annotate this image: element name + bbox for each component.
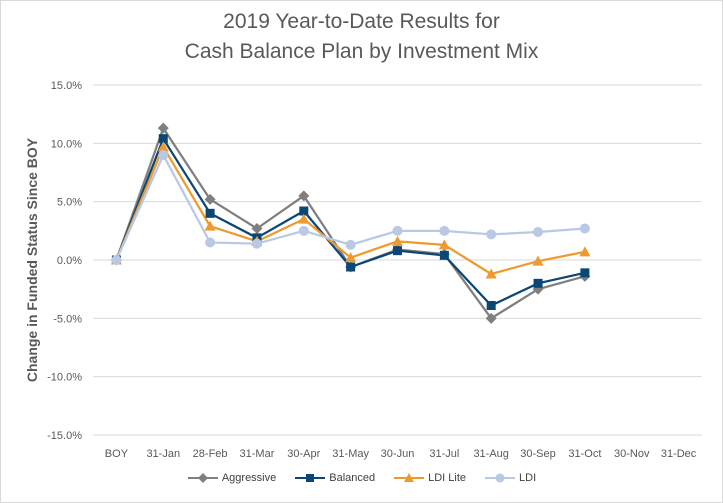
data-point [157,141,169,152]
square-marker-icon [295,474,326,482]
data-point [251,223,263,234]
legend-label: Aggressive [221,472,277,484]
data-point [580,268,590,278]
legend-item: LDI [484,472,536,484]
triangle-marker-icon [394,473,425,482]
diamond-marker-icon [187,473,218,483]
data-point [392,235,403,246]
y-tick-label: 15.0% [51,80,82,92]
data-point [533,278,543,288]
x-tick-label: 31-Dec [661,448,697,460]
x-tick-label: 28-Feb [193,448,228,460]
data-point [298,225,309,236]
legend-marker [306,474,315,482]
data-point [393,246,402,256]
x-tick-label: 31-Jan [146,448,180,460]
legend-label: LDI Lite [428,472,467,484]
data-point [204,220,216,231]
data-point [298,190,310,202]
x-tick-label: BOY [105,448,129,460]
circle-marker-icon [485,473,516,483]
data-point [533,227,544,237]
series-line [115,127,586,320]
y-axis-label: Change in Funded Status Since BOY [24,137,40,382]
legend-item: LDI Lite [393,472,466,484]
data-point [439,225,450,236]
data-point [205,208,215,218]
x-tick-label: 31-May [332,448,369,460]
data-point [158,134,168,144]
y-tick-label: -5.0% [53,313,82,325]
data-point [346,262,356,272]
gridlines [93,84,702,436]
y-tick-label: -15.0% [47,430,82,442]
chart-title-line1: 2019 Year-to-Date Results for [223,10,500,33]
x-tick-label: 31-Mar [240,448,275,460]
data-point [392,225,403,236]
data-point [485,312,497,324]
legend-label: Balanced [329,472,376,484]
legend-marker [404,473,415,482]
legend: Aggressive Balanced LDI Lite LDI [0,472,723,484]
data-point [299,206,309,216]
data-point [579,223,590,234]
x-tick-label: 30-Jun [381,448,415,460]
chart-title-line2: Cash Balance Plan by Investment Mix [184,40,539,63]
data-point [205,237,216,248]
x-tick-label: 30-Nov [614,448,650,460]
y-tick-label: 10.0% [51,138,82,150]
y-tick-label: 5.0% [57,197,82,209]
x-tick-label: 31-Aug [473,448,508,460]
y-tick-labels: 15.0% 10.0% 5.0% 0.0% -5.0% -10.0% -15.0% [47,80,82,442]
data-point [439,250,449,260]
data-point [298,213,310,224]
y-tick-label: 0.0% [57,255,82,267]
legend-label: LDI [519,472,537,484]
legend-item: Balanced [294,472,375,484]
data-point [485,268,497,279]
data-point [438,239,450,250]
data-point [251,238,262,249]
data-point [158,150,169,160]
x-tick-label: 31-Oct [568,448,601,460]
data-point [204,193,216,205]
data-point [532,255,544,266]
legend-marker [197,473,208,483]
line-chart: 15.0% 10.0% 5.0% 0.0% -5.0% -10.0% -15.0% BOY 3… [24,80,702,460]
data-point [486,229,497,240]
x-tick-labels: BOY 31-Jan 28-Feb 31-Mar 30-Apr 31-May 30-Jun 3… [105,448,697,460]
data-point [486,301,496,310]
x-tick-label: 30-Apr [287,448,320,460]
series-lines [115,127,586,320]
data-point [157,122,169,134]
legend-item: Aggressive [187,472,276,484]
legend-marker [495,473,505,483]
data-point [345,252,357,263]
x-tick-label: 31-Jul [429,448,459,460]
y-tick-label: -10.0% [47,372,82,384]
data-point [579,246,591,257]
data-point [345,239,356,250]
series-markers [110,122,591,324]
x-tick-label: 30-Sep [520,448,555,460]
data-point [111,255,122,265]
